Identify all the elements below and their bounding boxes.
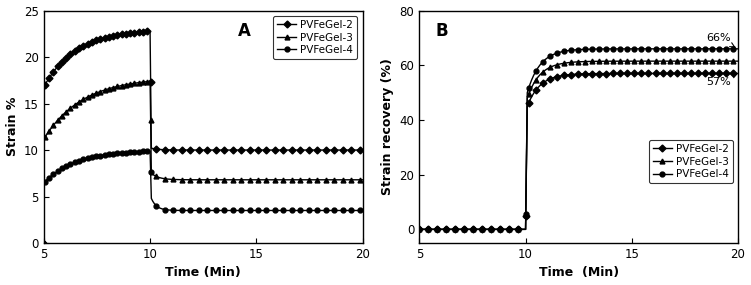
PVFeGel-4: [194, 209, 203, 212]
PVFeGel-2: [266, 148, 275, 152]
PVFeGel-4: [734, 47, 743, 50]
PVFeGel-2: [134, 30, 143, 34]
PVFeGel-2: [439, 228, 448, 231]
PVFeGel-2: [66, 52, 75, 56]
Line: PVFeGel-4: PVFeGel-4: [417, 46, 740, 232]
PVFeGel-3: [734, 60, 743, 63]
PVFeGel-2: [358, 148, 367, 152]
PVFeGel-2: [525, 99, 534, 103]
PVFeGel-4: [66, 162, 75, 166]
PVFeGel-4: [134, 150, 143, 153]
PVFeGel-3: [358, 178, 367, 182]
PVFeGel-3: [266, 178, 275, 182]
PVFeGel-3: [252, 178, 261, 182]
Line: PVFeGel-2: PVFeGel-2: [417, 71, 740, 232]
PVFeGel-3: [66, 106, 75, 110]
PVFeGel-3: [650, 60, 659, 63]
PVFeGel-3: [596, 60, 605, 63]
PVFeGel-2: [596, 72, 605, 75]
PVFeGel-2: [146, 30, 155, 33]
PVFeGel-2: [252, 148, 261, 152]
PVFeGel-3: [460, 228, 469, 231]
Y-axis label: Strain %: Strain %: [5, 97, 19, 156]
PVFeGel-2: [194, 148, 203, 152]
PVFeGel-4: [624, 47, 633, 50]
X-axis label: Time (Min): Time (Min): [165, 266, 241, 280]
PVFeGel-4: [460, 228, 469, 231]
PVFeGel-3: [134, 81, 143, 84]
Legend: PVFeGel-2, PVFeGel-3, PVFeGel-4: PVFeGel-2, PVFeGel-3, PVFeGel-4: [649, 140, 733, 184]
PVFeGel-4: [38, 241, 47, 245]
PVFeGel-3: [146, 80, 155, 83]
PVFeGel-3: [194, 178, 203, 182]
PVFeGel-2: [650, 72, 659, 75]
Line: PVFeGel-3: PVFeGel-3: [417, 59, 740, 232]
Text: A: A: [238, 22, 251, 40]
PVFeGel-4: [146, 150, 155, 153]
Text: 66%: 66%: [706, 33, 735, 47]
PVFeGel-2: [156, 148, 165, 151]
PVFeGel-2: [624, 72, 633, 75]
PVFeGel-4: [650, 47, 659, 50]
PVFeGel-4: [252, 209, 261, 212]
PVFeGel-3: [439, 228, 448, 231]
Line: PVFeGel-3: PVFeGel-3: [41, 79, 365, 245]
PVFeGel-4: [266, 209, 275, 212]
Text: 57%: 57%: [706, 74, 737, 87]
PVFeGel-3: [156, 176, 165, 180]
PVFeGel-4: [358, 209, 367, 212]
PVFeGel-3: [525, 91, 534, 94]
Y-axis label: Strain recovery (%): Strain recovery (%): [381, 58, 394, 195]
PVFeGel-2: [415, 228, 424, 231]
PVFeGel-4: [156, 207, 165, 210]
PVFeGel-4: [596, 47, 605, 51]
PVFeGel-3: [415, 228, 424, 231]
PVFeGel-2: [38, 241, 47, 245]
Legend: PVFeGel-2, PVFeGel-3, PVFeGel-4: PVFeGel-2, PVFeGel-3, PVFeGel-4: [273, 16, 357, 59]
PVFeGel-3: [38, 241, 47, 245]
Line: PVFeGel-4: PVFeGel-4: [41, 149, 365, 245]
PVFeGel-3: [624, 60, 633, 63]
PVFeGel-4: [525, 84, 534, 87]
PVFeGel-4: [415, 228, 424, 231]
PVFeGel-2: [460, 228, 469, 231]
Line: PVFeGel-2: PVFeGel-2: [41, 29, 365, 245]
PVFeGel-4: [439, 228, 448, 231]
PVFeGel-2: [734, 72, 743, 75]
Text: B: B: [436, 22, 448, 40]
X-axis label: Time  (Min): Time (Min): [538, 266, 619, 280]
